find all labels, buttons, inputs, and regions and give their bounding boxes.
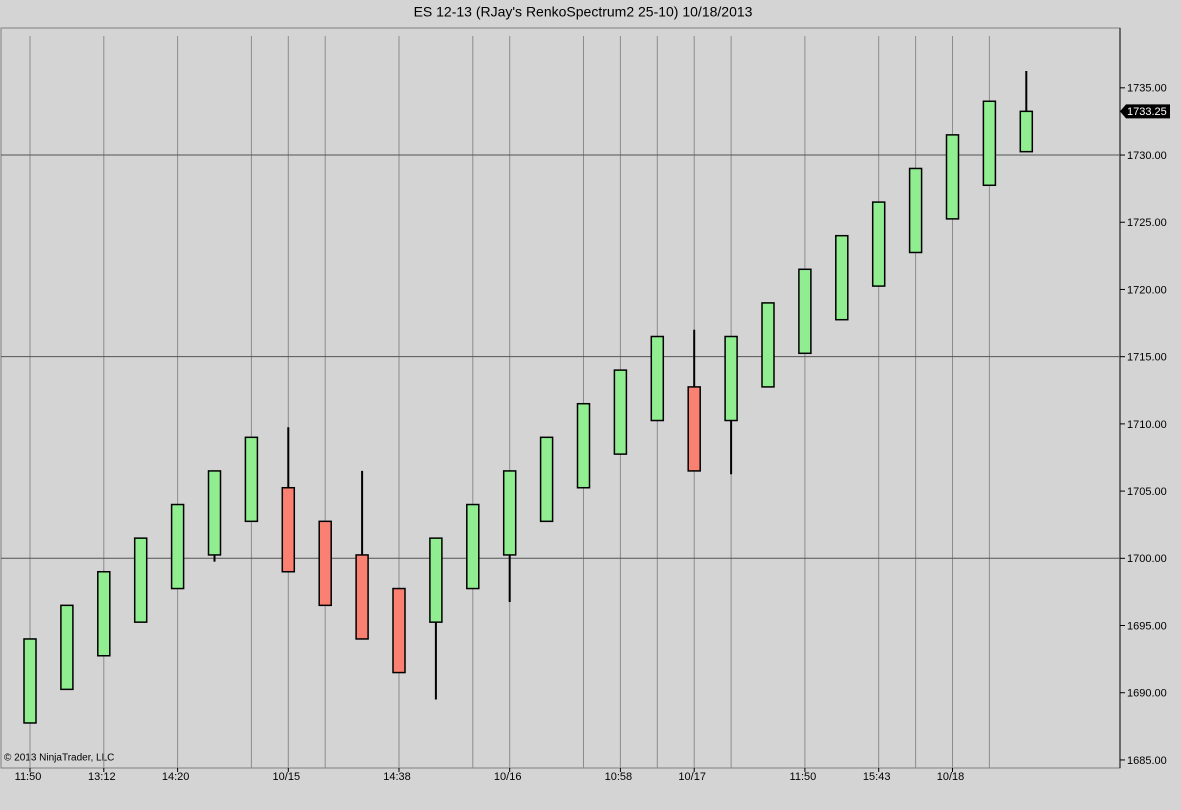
x-tick-label: 10/16 [494,771,522,783]
candle-body [945,134,960,220]
candle-body [539,436,554,523]
y-tick-label: 1710.00 [1127,419,1167,431]
last-price-marker [1120,104,1170,119]
x-tick-label: 11:50 [790,771,817,783]
candle-body [908,167,923,254]
x-tick-label: 15:43 [863,771,891,783]
plot-area [0,27,1121,769]
chart-title: ES 12-13 (RJay's RenkoSpectrum2 25-10) 1… [414,4,753,20]
candle-body [1019,110,1034,153]
y-tick-label: 1725.00 [1127,217,1167,229]
x-tick-label: 14:20 [162,771,190,783]
candle-body [871,201,886,287]
x-tick-label: 11:50 [15,771,42,783]
candle-body [281,486,296,573]
x-tick-label: 10:58 [605,771,633,783]
candle-body [650,335,665,422]
candle-body [466,503,480,590]
candle-body [97,570,111,657]
candle-body [761,302,775,388]
candle-body [687,386,701,472]
candle-body [982,100,997,187]
y-tick-label: 1690.00 [1127,688,1167,700]
copyright: © 2013 NinjaTrader, LLC [4,753,114,764]
last-price-label: 1733.25 [1127,106,1167,118]
x-tick-label: 10/18 [937,771,965,783]
x-tick-label: 10/17 [678,771,706,783]
candle-body [835,234,849,321]
candle-body [613,369,628,455]
candle-body [207,470,222,556]
candle-body [392,587,406,674]
candle-body [318,520,332,607]
candle-body [170,503,185,590]
y-tick-label: 1715.00 [1127,352,1167,364]
candle-body [724,335,738,422]
y-tick-label: 1695.00 [1127,620,1167,632]
y-tick-label: 1720.00 [1127,284,1167,296]
y-tick-label: 1700.00 [1127,553,1167,565]
x-tick-label: 14:38 [383,771,411,783]
candle-body [244,436,259,523]
x-tick-label: 10/15 [273,771,301,783]
y-tick-label: 1705.00 [1127,486,1167,498]
candle-body [355,554,369,640]
candle-body [502,470,517,556]
candle-body [429,537,443,623]
candle-body [23,638,37,724]
candle-body [133,537,148,623]
y-tick-label: 1685.00 [1127,755,1167,767]
y-tick-label: 1730.00 [1127,150,1167,162]
candle-body [576,402,591,489]
x-tick-label: 13:12 [88,771,116,783]
candle-body [798,268,812,355]
y-tick-label: 1735.00 [1127,83,1167,95]
candle-body [60,604,74,691]
